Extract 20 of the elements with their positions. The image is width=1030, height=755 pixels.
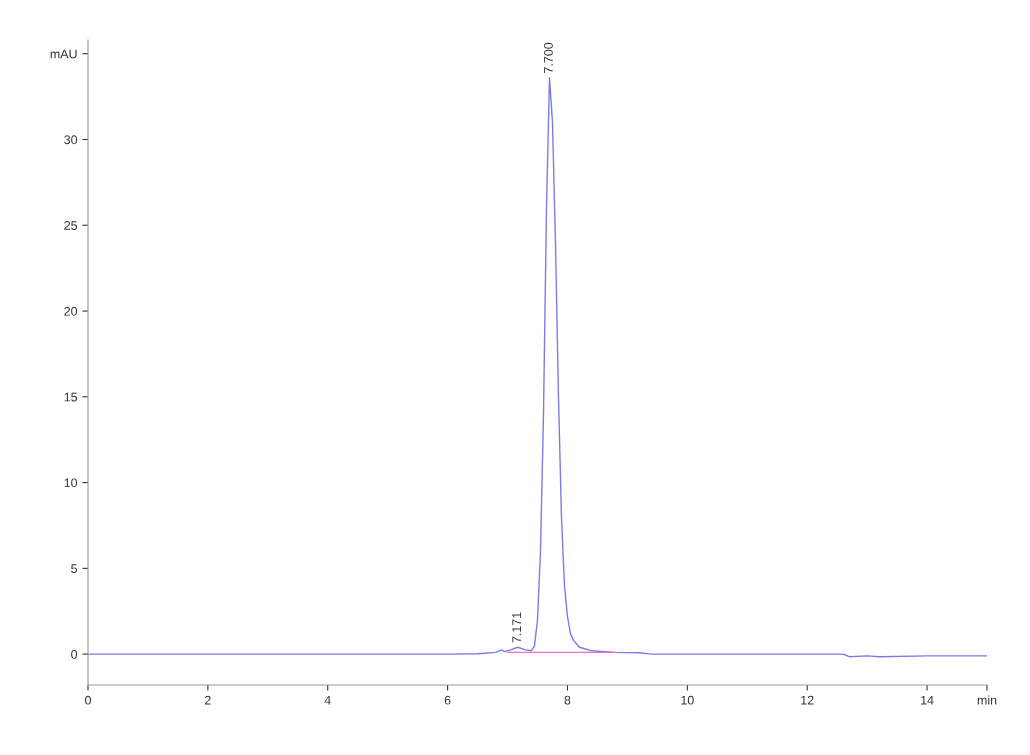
x-tick-label: 4 <box>324 695 331 705</box>
y-tick-label: 15 <box>64 392 78 402</box>
x-tick-label: 0 <box>85 695 91 705</box>
x-tick-label: 10 <box>681 695 694 705</box>
y-tick-label: mAU <box>50 49 77 59</box>
y-tick-label: 10 <box>64 478 78 488</box>
x-tick-label: 6 <box>444 695 451 705</box>
x-tick-label: min <box>977 695 997 705</box>
y-tick-label: 0 <box>71 649 78 659</box>
annotation: 7.700 <box>543 42 553 73</box>
line-series <box>88 77 987 658</box>
y-tick-label: 25 <box>64 221 78 230</box>
x-tick-label: 12 <box>801 695 814 705</box>
x-tick-label: 2 <box>205 695 211 705</box>
x-tick-label: 14 <box>921 695 934 705</box>
annotation: 7.171 <box>512 612 521 643</box>
x-tick-label: 8 <box>564 695 571 705</box>
y-tick-label: 30 <box>64 135 78 145</box>
y-tick-label: 5 <box>71 564 78 573</box>
y-tick-label: 20 <box>64 306 78 316</box>
